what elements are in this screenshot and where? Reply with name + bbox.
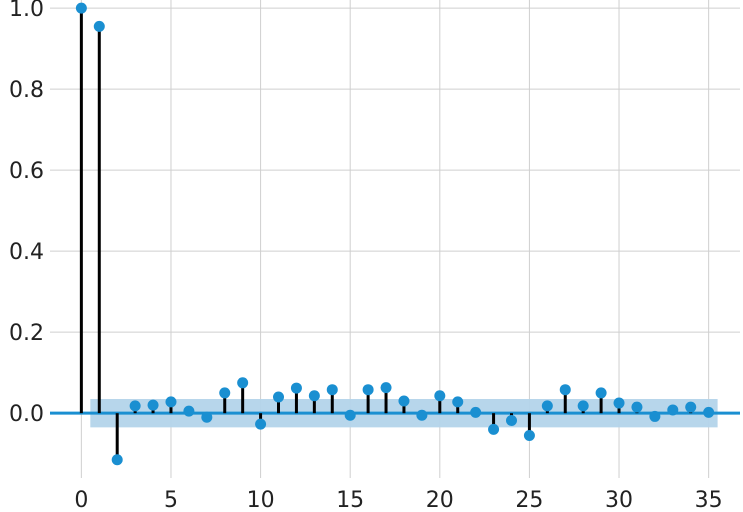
y-tick-label: 0.6 <box>9 159 44 184</box>
marker-lag-8 <box>219 387 231 399</box>
marker-lag-19 <box>416 409 428 421</box>
marker-lag-32 <box>649 410 661 422</box>
y-tick-label: 0.0 <box>9 402 44 427</box>
marker-lag-18 <box>398 395 410 407</box>
x-tick-label: 35 <box>695 488 723 512</box>
marker-lag-27 <box>559 384 571 396</box>
marker-lag-16 <box>362 384 374 396</box>
x-tick-label: 25 <box>515 488 543 512</box>
markers <box>75 2 715 466</box>
x-tick-labels: 0 5 10 15 20 25 30 35 <box>74 488 722 512</box>
marker-lag-31 <box>631 401 643 413</box>
marker-lag-20 <box>434 390 446 402</box>
x-tick-label: 5 <box>164 488 178 512</box>
y-tick-label: 0.8 <box>9 78 44 103</box>
marker-lag-6 <box>183 405 195 417</box>
y-tick-label: 1.0 <box>9 0 44 22</box>
marker-lag-12 <box>290 382 302 394</box>
marker-lag-11 <box>273 391 285 403</box>
y-tick-label: 0.4 <box>9 240 44 265</box>
marker-lag-23 <box>488 423 500 435</box>
y-tick-label: 0.2 <box>9 321 44 346</box>
marker-lag-13 <box>308 390 320 402</box>
marker-lag-25 <box>523 429 535 441</box>
y-tick-labels: 0.0 0.2 0.4 0.6 0.8 1.0 <box>9 0 44 427</box>
x-tick-label: 30 <box>605 488 633 512</box>
stems <box>79 8 711 460</box>
x-tick-label: 10 <box>247 488 275 512</box>
marker-lag-15 <box>344 409 356 421</box>
x-tick-label: 15 <box>336 488 364 512</box>
marker-lag-4 <box>147 399 159 411</box>
marker-lag-22 <box>470 406 482 418</box>
marker-lag-14 <box>326 384 338 396</box>
marker-lag-30 <box>613 397 625 409</box>
x-tick-label: 0 <box>74 488 88 512</box>
marker-lag-5 <box>165 396 177 408</box>
marker-lag-35 <box>703 406 715 418</box>
marker-lag-33 <box>667 404 679 416</box>
marker-lag-17 <box>380 382 392 394</box>
x-tick-label: 20 <box>426 488 454 512</box>
marker-lag-28 <box>577 400 589 412</box>
marker-lag-26 <box>541 400 553 412</box>
marker-lag-7 <box>201 411 213 423</box>
marker-lag-3 <box>129 400 141 412</box>
marker-lag-2 <box>111 454 123 466</box>
marker-lag-9 <box>237 377 249 389</box>
marker-lag-1 <box>93 20 105 32</box>
marker-lag-34 <box>685 401 697 413</box>
marker-lag-0 <box>75 2 87 14</box>
marker-lag-10 <box>255 418 267 430</box>
marker-lag-24 <box>505 414 517 426</box>
grid <box>50 0 740 478</box>
marker-lag-29 <box>595 387 607 399</box>
marker-lag-21 <box>452 396 464 408</box>
